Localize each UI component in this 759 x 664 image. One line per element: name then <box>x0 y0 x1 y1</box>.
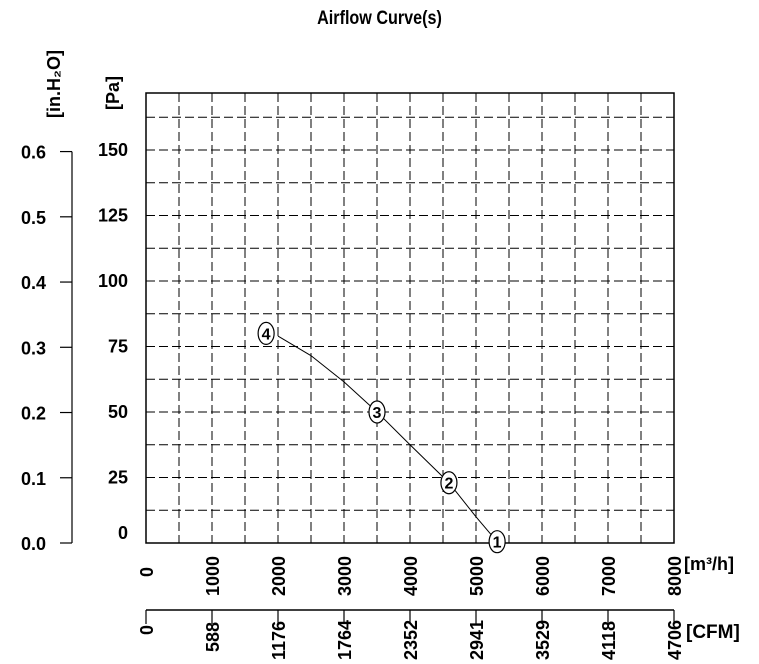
curve-marker-label: 4 <box>262 326 271 343</box>
grid <box>146 93 674 543</box>
curve-marker-label: 2 <box>444 476 453 493</box>
curve: 1 2 3 4 <box>257 321 506 554</box>
x-tick-secondary-label: 4118 <box>599 621 619 660</box>
x-tick-label: 4000 <box>401 556 421 596</box>
y-tick-secondary-label: 0.4 <box>21 273 46 293</box>
x-tick-secondary-label: 588 <box>203 622 223 652</box>
x-axis-label-cfm: [CFM] <box>686 622 740 643</box>
curve-marker <box>488 530 506 554</box>
x-tick-secondary-label: 1764 <box>335 620 355 660</box>
y-tick-label: 50 <box>108 402 128 422</box>
x-tick-secondary-label: 2352 <box>401 620 421 660</box>
x-tick-label: 8000 <box>665 556 685 596</box>
y-tick-secondary-label: 0.1 <box>21 469 46 489</box>
y-tick-label: 25 <box>108 468 128 488</box>
x-tick-secondary-label: 3529 <box>533 620 553 660</box>
x-tick-label: 7000 <box>599 556 619 596</box>
curve-marker-label: 3 <box>373 405 382 422</box>
y-tick-secondary-label: 0.3 <box>21 338 46 358</box>
curve-marker <box>257 321 275 345</box>
y-tick-label: 0 <box>118 523 128 543</box>
curve-marker-label: 1 <box>493 535 502 552</box>
y-tick-secondary-label: 0.5 <box>21 208 46 228</box>
chart-title: Airflow Curve(s) <box>317 8 442 29</box>
y-tick-label: 100 <box>98 271 128 291</box>
y-axis-label-inh2o: [in.H₂O] <box>44 50 64 118</box>
y-tick-label: 75 <box>108 337 128 357</box>
y-tick-label: 125 <box>98 206 128 226</box>
curve-marker <box>368 400 386 424</box>
y-axis-label-pa: [Pa] <box>103 76 123 110</box>
y-tick-secondary-label: 0.0 <box>21 534 46 554</box>
y-tick-secondary-label: 0.2 <box>21 404 46 424</box>
x-axis-label-m3h: [m³/h] <box>684 554 734 574</box>
y-tick-label: 150 <box>98 140 128 160</box>
x-tick-label: 6000 <box>533 556 553 596</box>
x-tick-secondary-label: 0 <box>137 625 157 635</box>
curve-marker <box>440 471 458 495</box>
x-tick-secondary-label: 2941 <box>467 620 487 660</box>
x-tick-label: 2000 <box>269 556 289 596</box>
x-tick-secondary-label: 1176 <box>269 621 289 660</box>
x-tick-secondary-label: 4706 <box>665 620 685 660</box>
y-tick-secondary-label: 0.6 <box>21 143 46 163</box>
x-tick-label: 0 <box>137 567 157 577</box>
x-tick-label: 1000 <box>203 556 223 596</box>
plot-border <box>145 92 675 544</box>
airflow-curve-line <box>277 335 498 543</box>
x-tick-label: 3000 <box>335 556 355 596</box>
x-tick-label: 5000 <box>467 556 487 596</box>
